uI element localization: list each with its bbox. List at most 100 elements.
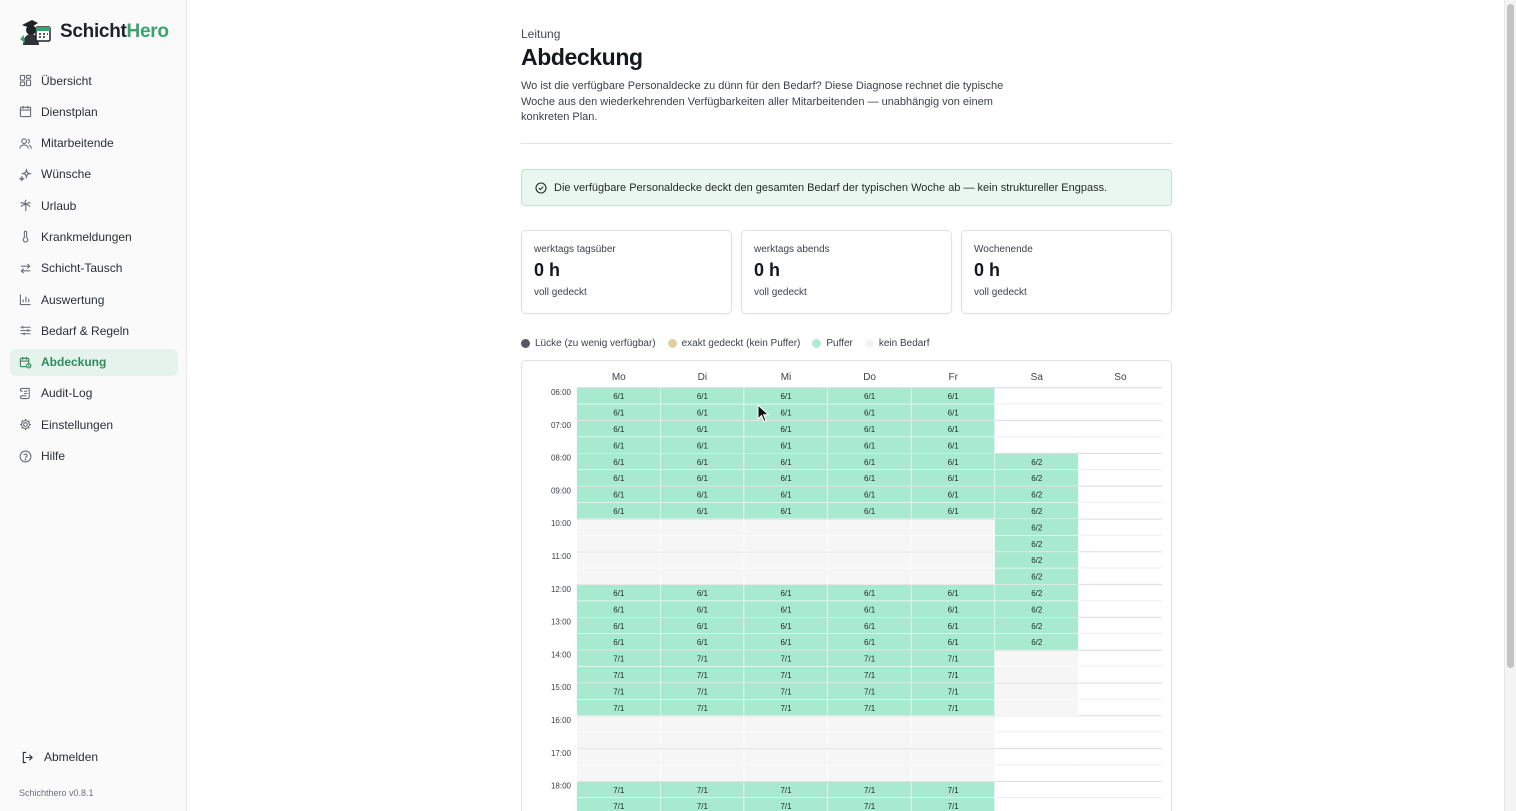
coverage-heatmap: Mo Di Mi Do Fr Sa So 6/1 6/1 6/1 6/1 6/1 6/1 6/1 6/1 6/… [521, 360, 1172, 811]
day-header-fr: Fr [948, 372, 958, 383]
app-name: SchichtHero [60, 21, 169, 42]
coverage-cell [911, 388, 995, 404]
coverage-cell [660, 486, 744, 503]
coverage-cell-label: 6/1 [613, 441, 625, 450]
scrollbar-thumb[interactable] [1507, 4, 1514, 668]
coverage-cell [744, 502, 828, 519]
coverage-cell [995, 535, 1078, 552]
coverage-cell-label: 6/1 [780, 507, 792, 516]
sidebar-item-urlaub[interactable]: Urlaub [10, 192, 178, 219]
breadcrumb[interactable]: Leitung [521, 27, 561, 41]
coverage-cell-label: 6/1 [864, 409, 876, 418]
coverage-cell-label: 6/1 [613, 622, 625, 631]
coverage-cell [827, 437, 911, 453]
coverage-cell [744, 601, 828, 617]
coverage-cell [827, 699, 911, 716]
coverage-cell-label: 6/1 [613, 507, 625, 516]
coverage-cell [577, 650, 660, 667]
coverage-cell-label: 7/1 [697, 671, 709, 680]
coverage-cell [744, 666, 828, 683]
coverage-cell [995, 699, 1078, 716]
coverage-cell-label: 6/1 [697, 507, 709, 516]
coverage-cell [660, 420, 744, 437]
sidebar-item-krankmeldungen[interactable]: Krankmeldungen [10, 223, 178, 250]
bar-chart-icon [19, 293, 32, 306]
sidebar-item-mitarbeitende[interactable]: Mitarbeitende [10, 130, 178, 157]
card-status: voll gedeckt [534, 287, 587, 298]
coverage-cell [744, 584, 828, 601]
coverage-cell [827, 404, 911, 421]
coverage-cell [744, 568, 828, 585]
card-weekend: Wochenende 0 h voll gedeckt [961, 230, 1172, 314]
coverage-cell [911, 453, 995, 470]
coverage-cell [827, 650, 911, 667]
coverage-cell-label: 6/1 [948, 589, 960, 598]
sidebar-item-dienstplan[interactable]: Dienstplan [10, 98, 178, 125]
coverage-cell [577, 798, 660, 811]
coverage-cell [995, 617, 1078, 634]
coverage-cell [660, 732, 744, 749]
coverage-cell-label: 6/1 [613, 605, 625, 614]
coverage-cell [827, 683, 911, 699]
coverage-cell [577, 732, 660, 749]
coverage-cell [827, 798, 911, 811]
coverage-cell-label: 6/1 [864, 441, 876, 450]
coverage-cell [660, 388, 744, 404]
coverage-cell [827, 519, 911, 535]
coverage-cell-label: 6/1 [864, 458, 876, 467]
sidebar-item-bedarf-regeln[interactable]: Bedarf & Regeln [10, 317, 178, 344]
users-icon [19, 137, 32, 150]
sidebar-item-auswertung[interactable]: Auswertung [10, 286, 178, 313]
coverage-cell-label: 7/1 [780, 687, 792, 696]
coverage-cell [911, 404, 995, 421]
coverage-cell-label: 6/1 [948, 392, 960, 401]
coverage-cell [911, 716, 995, 732]
sidebar-item-abdeckung[interactable]: Abdeckung [10, 348, 178, 376]
coverage-cell-label: 6/1 [948, 622, 960, 631]
summary-cards: werktags tagsüber 0 h voll gedeckt werkt… [521, 230, 1172, 314]
coverage-cell-label: 7/1 [780, 671, 792, 680]
sidebar-item-hilfe[interactable]: Hilfe [10, 443, 178, 470]
coverage-cell [827, 453, 911, 470]
coverage-cell [911, 732, 995, 749]
hour-label: 15:00 [551, 683, 572, 692]
coverage-cell-label: 6/1 [697, 638, 709, 647]
legend-item-exact: exakt gedeckt (kein Puffer) [667, 338, 800, 349]
coverage-cell [744, 798, 828, 811]
coverage-cell [577, 404, 660, 421]
coverage-cell-label: 6/1 [948, 605, 960, 614]
sidebar-item-uebersicht[interactable]: Übersicht [10, 67, 178, 94]
sidebar-item-label: Bedarf & Regeln [41, 323, 130, 338]
app-logo[interactable]: SchichtHero [18, 17, 169, 47]
coverage-cell-label: 6/1 [613, 425, 625, 434]
coverage-cell-label: 6/1 [864, 622, 876, 631]
coverage-cell [577, 748, 660, 765]
coverage-cell-label: 7/1 [697, 802, 709, 811]
logout-label: Abmelden [44, 750, 99, 764]
coverage-cell-label: 6/2 [1031, 507, 1043, 516]
coverage-cell-label: 6/1 [613, 589, 625, 598]
coverage-cell [660, 617, 744, 634]
coverage-cell-label: 7/1 [948, 671, 960, 680]
coverage-cell [660, 568, 744, 585]
card-status: voll gedeckt [754, 287, 807, 298]
coverage-cell-label: 7/1 [948, 802, 960, 811]
coverage-cell [911, 486, 995, 503]
coverage-cell [660, 699, 744, 716]
hour-label: 09:00 [551, 486, 572, 495]
coverage-cell [660, 437, 744, 453]
card-value: 0 h [974, 260, 1001, 280]
coverage-cell [744, 699, 828, 716]
sidebar-item-einstellungen[interactable]: Einstellungen [10, 411, 178, 438]
sidebar-item-audit-log[interactable]: Audit-Log [10, 380, 178, 407]
logout-button[interactable]: Abmelden [21, 750, 98, 764]
coverage-cell-label: 6/1 [864, 638, 876, 647]
sidebar-item-schicht-tausch[interactable]: Schicht-Tausch [10, 255, 178, 282]
hour-label: 07:00 [551, 421, 572, 430]
coverage-cell [577, 486, 660, 503]
sidebar-item-wuensche[interactable]: Wünsche [10, 161, 178, 188]
coverage-cell-label: 7/1 [948, 687, 960, 696]
coverage-cell [827, 781, 911, 798]
hour-label: 12:00 [551, 585, 572, 594]
coverage-cell [827, 568, 911, 585]
